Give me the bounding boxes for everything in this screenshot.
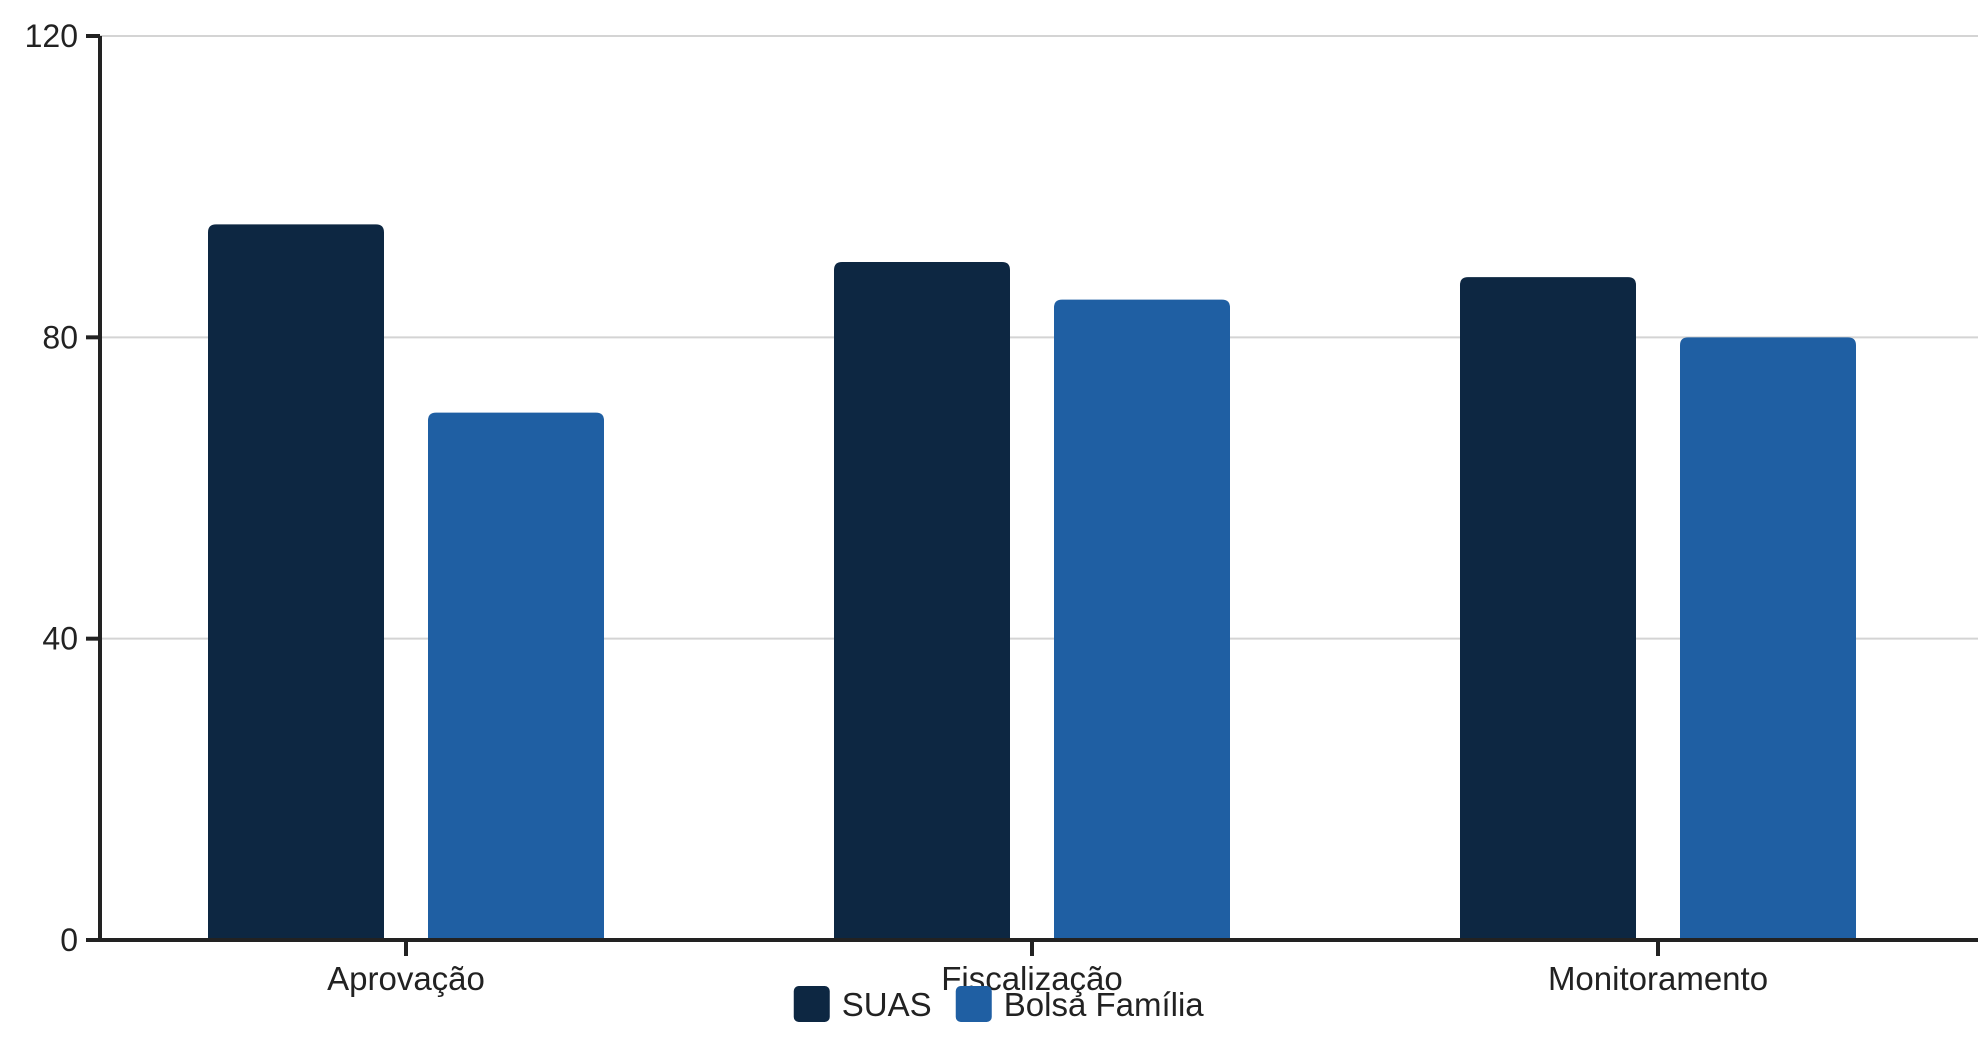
grid-lines (100, 35, 1978, 640)
y-tick-label: 0 (60, 922, 78, 958)
x-tick-label-aprovacao: Aprovação (327, 960, 485, 997)
bar-suas-fiscalizacao (834, 262, 1010, 940)
x-tick-label-monitoramento: Monitoramento (1548, 960, 1768, 997)
legend-label-bolsa-familia: Bolsa Família (1004, 986, 1205, 1023)
bar-bolsa-familia-aprovacao (428, 412, 604, 941)
bar-bolsa-familia-fiscalizacao (1054, 299, 1230, 941)
bar-suas-monitoramento (1460, 277, 1636, 941)
y-tick-label: 40 (42, 621, 78, 657)
legend-swatch-bolsa-familia (955, 986, 992, 1022)
legend-label-suas: SUAS (842, 986, 932, 1023)
y-tick-label: 120 (25, 18, 78, 54)
legend-swatch-suas (793, 986, 830, 1022)
bars (208, 224, 1856, 941)
bar-suas-aprovacao (208, 224, 384, 941)
y-tick-label: 80 (42, 319, 78, 355)
bar-bolsa-familia-monitoramento (1680, 337, 1856, 940)
legend: SUAS Bolsa Família (793, 986, 1205, 1023)
